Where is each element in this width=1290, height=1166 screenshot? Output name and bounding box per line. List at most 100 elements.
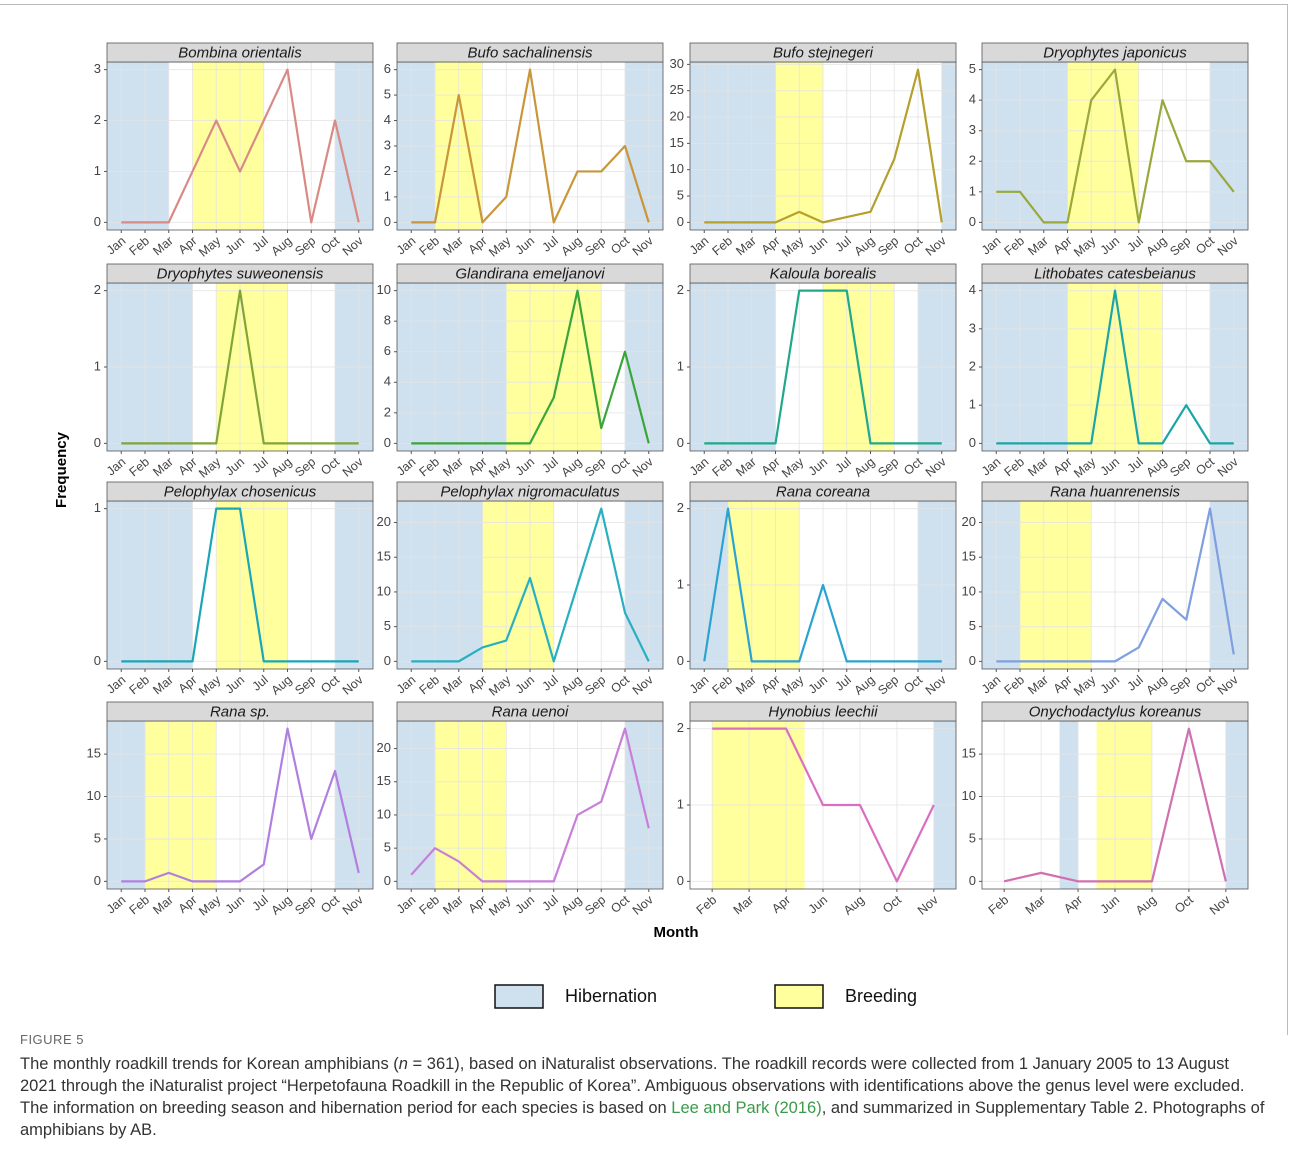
- x-tick-label: Apr: [1051, 673, 1075, 696]
- x-tick-label: May: [486, 233, 514, 259]
- x-tick-label: Sep: [582, 455, 608, 480]
- panel-title: Dryophytes suweonensis: [157, 265, 324, 282]
- x-tick-label: Jan: [979, 673, 1003, 697]
- season-band: [145, 721, 217, 889]
- x-tick-label: May: [779, 672, 807, 698]
- x-tick-label: Aug: [852, 455, 878, 480]
- legend-swatch: [494, 984, 544, 1009]
- strip: [981, 42, 1249, 63]
- x-tick-label: Feb: [694, 893, 720, 918]
- x-tick-label: Jul: [540, 455, 561, 476]
- x-tick-label: Oct: [608, 892, 632, 916]
- y-tick-label: 5: [677, 187, 684, 202]
- series-line: [704, 289, 942, 445]
- x-tick-label: Mar: [1025, 234, 1050, 259]
- season-band: [397, 721, 435, 889]
- y-tick-label: 2: [677, 720, 684, 735]
- y-tick-label: 5: [969, 830, 976, 845]
- y-tick-label: 20: [377, 514, 391, 529]
- x-tick-label: Mar: [733, 673, 758, 698]
- panel-title: Rana uenoi: [492, 703, 569, 720]
- x-tick-label: Mar: [1025, 673, 1050, 698]
- season-band: [397, 501, 483, 669]
- season-band: [982, 501, 1020, 669]
- y-tick-label: 0: [94, 435, 101, 450]
- x-tick-label: Sep: [875, 673, 901, 698]
- x-tick-label: Nov: [915, 892, 942, 917]
- x-tick-label: Sep: [292, 234, 318, 259]
- x-tick-label: Apr: [1051, 455, 1075, 478]
- x-tick-label: Jul: [833, 673, 854, 694]
- y-tick-label: 5: [969, 61, 976, 76]
- panel-title: Bufo stejnegeri: [773, 44, 874, 61]
- x-tick-label: Jun: [1098, 234, 1122, 258]
- x-tick-label: Oct: [901, 672, 925, 696]
- y-tick-label: 2: [969, 153, 976, 168]
- strip: [689, 42, 957, 63]
- y-tick-label: 3: [969, 320, 976, 335]
- y-tick-label: 0: [384, 653, 391, 668]
- x-tick-label: Nov: [1207, 892, 1234, 917]
- x-tick-label: Oct: [608, 454, 632, 478]
- series-line: [121, 727, 360, 883]
- y-tick-label: 10: [962, 788, 976, 803]
- strip: [396, 263, 664, 284]
- citation-link[interactable]: Lee and Park (2016): [671, 1099, 822, 1117]
- x-tick-label: Mar: [440, 455, 465, 480]
- x-tick-label: Feb: [710, 673, 736, 698]
- x-tick-label: May: [1071, 672, 1099, 698]
- x-tick-label: Aug: [269, 673, 295, 698]
- y-tick-label: 15: [670, 135, 684, 150]
- y-tick-label: 0: [969, 653, 976, 668]
- y-tick-label: 1: [969, 183, 976, 198]
- x-tick-label: Nov: [340, 233, 367, 258]
- strip: [106, 481, 374, 502]
- y-tick-label: 10: [377, 583, 391, 598]
- season-band: [1210, 501, 1248, 669]
- y-tick-label: 5: [384, 618, 391, 633]
- y-tick-label: 0: [384, 214, 391, 229]
- x-tick-label: Mar: [150, 234, 175, 259]
- x-tick-label: Jul: [250, 455, 271, 476]
- strip: [106, 263, 374, 284]
- y-tick-label: 4: [969, 92, 976, 107]
- x-tick-label: Nov: [923, 672, 950, 697]
- x-tick-label: Jan: [687, 455, 711, 479]
- season-band: [107, 501, 193, 669]
- strip: [981, 701, 1249, 722]
- x-tick-label: Feb: [417, 673, 443, 698]
- x-tick-label: Mar: [733, 455, 758, 480]
- strip: [106, 42, 374, 63]
- x-tick-label: Aug: [1144, 455, 1170, 480]
- y-tick-label: 1: [384, 188, 391, 203]
- x-tick-label: Jul: [250, 893, 271, 914]
- y-tick-label: 25: [670, 82, 684, 97]
- y-axis-label: Frequency: [53, 431, 70, 508]
- x-tick-label: Jun: [513, 234, 537, 258]
- season-band: [1067, 62, 1139, 230]
- x-tick-label: Mar: [733, 234, 758, 259]
- x-tick-label: Jun: [513, 673, 537, 697]
- x-tick-label: May: [779, 454, 807, 480]
- strip: [689, 481, 957, 502]
- y-tick-label: 5: [969, 618, 976, 633]
- x-tick-label: May: [486, 892, 514, 918]
- x-tick-label: Feb: [710, 455, 736, 480]
- x-tick-label: Jun: [223, 893, 247, 917]
- x-tick-label: Apr: [1061, 893, 1085, 916]
- panel-title: Rana sp.: [210, 703, 270, 720]
- x-tick-label: Nov: [630, 892, 657, 917]
- series-line: [410, 727, 650, 883]
- x-tick-label: Jun: [1098, 673, 1122, 697]
- y-tick-label: 1: [677, 796, 684, 811]
- panel-title: Dryophytes japonicus: [1043, 44, 1187, 61]
- y-tick-label: 3: [384, 137, 391, 152]
- y-tick-label: 0: [969, 214, 976, 229]
- x-tick-label: Apr: [176, 673, 200, 696]
- caption-text: n: [398, 1055, 408, 1073]
- y-tick-label: 10: [377, 806, 391, 821]
- x-tick-label: Aug: [559, 673, 585, 698]
- season-band: [435, 721, 507, 889]
- x-tick-label: Nov: [630, 233, 657, 258]
